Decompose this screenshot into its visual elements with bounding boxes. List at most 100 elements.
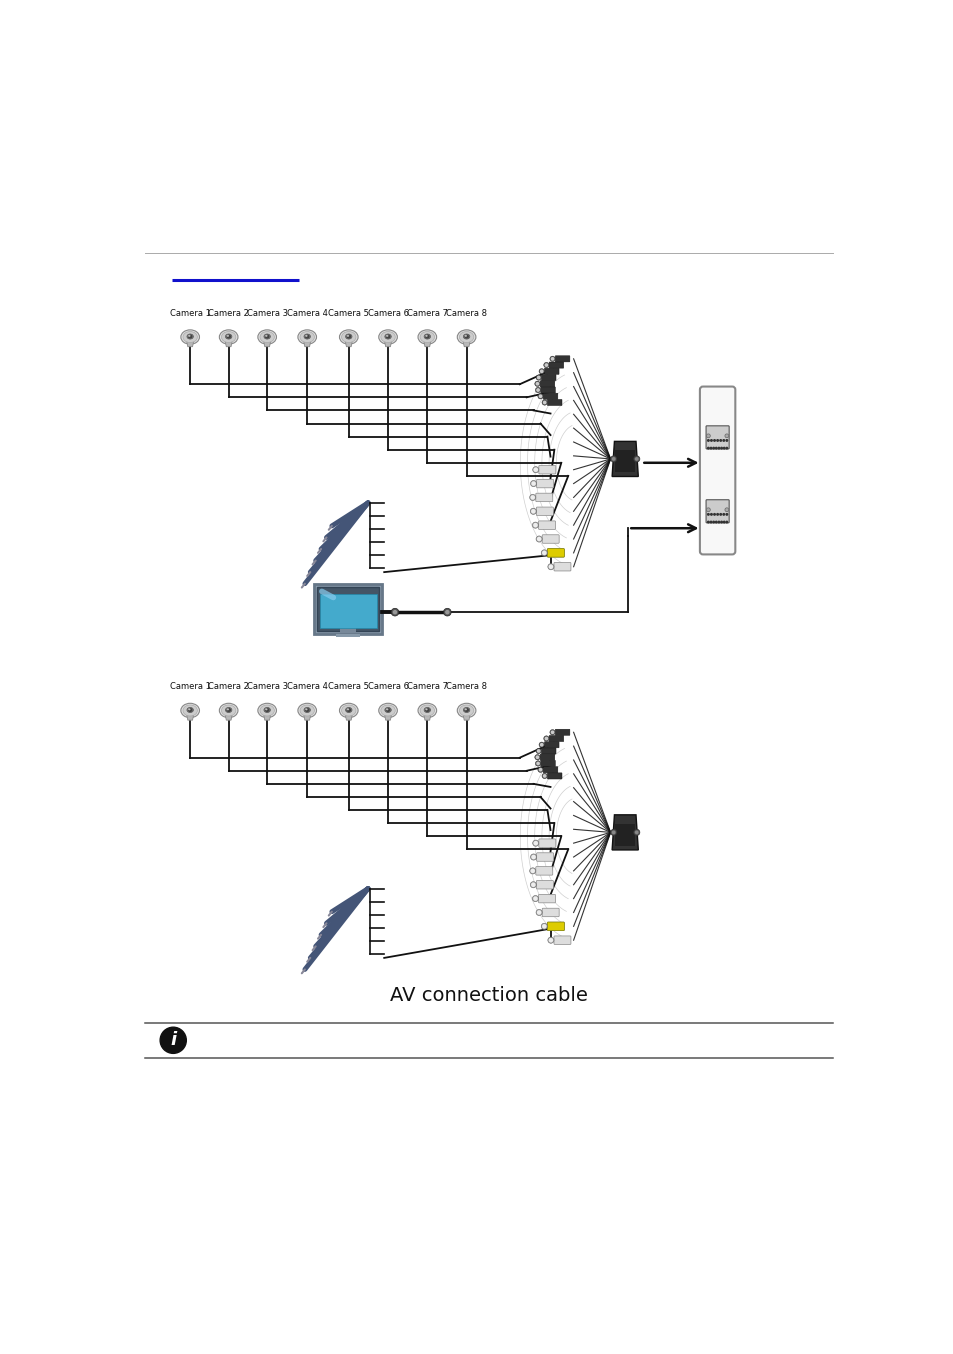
Circle shape [712, 521, 714, 523]
FancyBboxPatch shape [540, 375, 556, 380]
FancyBboxPatch shape [538, 521, 555, 529]
Polygon shape [225, 715, 232, 720]
Circle shape [707, 513, 708, 515]
Ellipse shape [424, 707, 430, 712]
Circle shape [549, 938, 552, 942]
Circle shape [725, 521, 727, 523]
FancyBboxPatch shape [544, 368, 558, 375]
Circle shape [536, 749, 540, 754]
Ellipse shape [459, 332, 474, 343]
Text: Camera 2: Camera 2 [208, 682, 249, 692]
Polygon shape [423, 341, 430, 347]
Circle shape [541, 399, 547, 405]
Circle shape [549, 356, 555, 362]
Circle shape [549, 730, 555, 735]
FancyBboxPatch shape [536, 880, 553, 890]
Circle shape [540, 550, 547, 556]
Ellipse shape [378, 703, 397, 718]
FancyBboxPatch shape [542, 766, 558, 773]
Circle shape [531, 496, 534, 500]
Text: AV connection cable: AV connection cable [390, 986, 587, 1005]
Circle shape [542, 551, 545, 554]
FancyBboxPatch shape [547, 548, 564, 556]
Circle shape [547, 937, 554, 944]
Circle shape [725, 447, 727, 450]
Circle shape [724, 508, 728, 512]
FancyBboxPatch shape [536, 867, 552, 875]
Bar [317, 586, 378, 631]
Circle shape [635, 831, 638, 834]
FancyBboxPatch shape [547, 399, 561, 406]
Polygon shape [187, 715, 193, 720]
FancyBboxPatch shape [540, 387, 555, 393]
FancyBboxPatch shape [542, 393, 558, 399]
Circle shape [706, 433, 710, 437]
Circle shape [722, 447, 724, 450]
Ellipse shape [187, 334, 193, 338]
Circle shape [612, 831, 614, 834]
Circle shape [534, 842, 537, 845]
Circle shape [540, 923, 547, 929]
Ellipse shape [260, 332, 274, 343]
FancyBboxPatch shape [549, 735, 563, 742]
Ellipse shape [219, 330, 237, 344]
Circle shape [537, 750, 539, 751]
FancyBboxPatch shape [538, 839, 556, 848]
Ellipse shape [339, 703, 357, 718]
Ellipse shape [221, 332, 235, 343]
Circle shape [712, 447, 714, 450]
Ellipse shape [419, 705, 434, 716]
Circle shape [532, 839, 538, 846]
Circle shape [543, 735, 549, 741]
Ellipse shape [341, 332, 355, 343]
Circle shape [710, 513, 712, 515]
Ellipse shape [456, 703, 476, 718]
Circle shape [720, 447, 721, 450]
Circle shape [706, 508, 710, 512]
Circle shape [709, 447, 711, 450]
Ellipse shape [463, 334, 469, 338]
Circle shape [716, 513, 718, 515]
Ellipse shape [463, 707, 469, 712]
Circle shape [535, 387, 540, 393]
Circle shape [536, 383, 538, 385]
Ellipse shape [380, 332, 395, 343]
FancyBboxPatch shape [544, 742, 558, 747]
Ellipse shape [183, 332, 197, 343]
Ellipse shape [424, 334, 430, 338]
Ellipse shape [345, 707, 352, 712]
Circle shape [545, 738, 547, 739]
Circle shape [393, 611, 396, 613]
Ellipse shape [227, 336, 230, 338]
Ellipse shape [227, 708, 230, 711]
Ellipse shape [304, 707, 310, 712]
Circle shape [536, 756, 538, 758]
Polygon shape [345, 715, 352, 720]
FancyBboxPatch shape [705, 500, 728, 523]
Ellipse shape [225, 334, 232, 338]
Circle shape [722, 513, 723, 515]
Circle shape [543, 363, 549, 368]
Ellipse shape [187, 707, 193, 712]
Bar [335, 634, 360, 636]
Ellipse shape [305, 708, 309, 711]
Ellipse shape [181, 703, 199, 718]
Polygon shape [187, 341, 193, 347]
Text: Camera 4: Camera 4 [287, 682, 327, 692]
Ellipse shape [425, 336, 429, 338]
Circle shape [541, 773, 547, 779]
FancyBboxPatch shape [539, 380, 555, 387]
Circle shape [722, 440, 723, 441]
Text: Camera 6: Camera 6 [367, 309, 408, 318]
Polygon shape [225, 341, 232, 347]
Circle shape [531, 883, 535, 887]
Ellipse shape [189, 336, 192, 338]
Circle shape [551, 731, 553, 734]
Ellipse shape [456, 330, 476, 344]
Ellipse shape [464, 336, 468, 338]
Text: Camera 3: Camera 3 [247, 309, 288, 318]
Text: Camera 4: Camera 4 [287, 309, 327, 318]
Ellipse shape [299, 705, 314, 716]
Circle shape [445, 611, 449, 613]
Ellipse shape [265, 336, 269, 338]
